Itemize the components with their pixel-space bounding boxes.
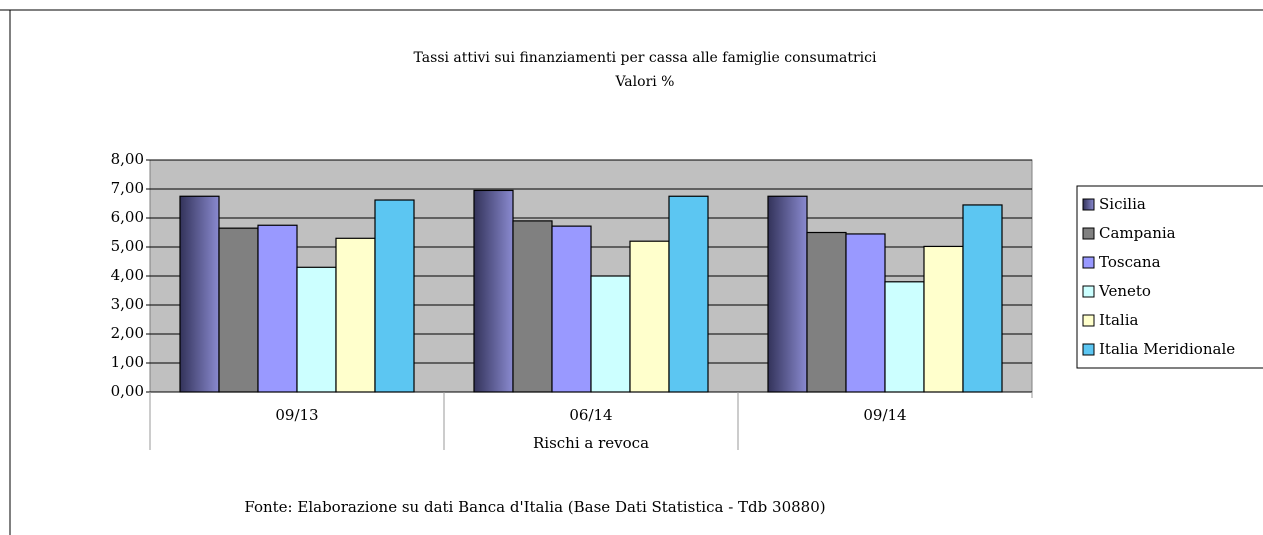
legend-label: Sicilia — [1099, 195, 1146, 213]
legend-label: Veneto — [1098, 282, 1151, 300]
legend-swatch — [1082, 343, 1095, 356]
y-tick-label: 1,00 — [111, 353, 144, 371]
bar — [590, 275, 631, 393]
bar — [218, 227, 259, 393]
bar — [668, 195, 709, 393]
bar — [923, 245, 964, 393]
chart-title: Tassi attivi sui finanziamenti per cassa… — [414, 50, 877, 66]
y-tick-label: 2,00 — [111, 324, 144, 342]
bar — [257, 224, 298, 393]
source-note: Fonte: Elaborazione su dati Banca d'Ital… — [244, 498, 825, 516]
bar — [962, 204, 1003, 393]
x-tick-label: 09/14 — [863, 406, 906, 424]
y-tick-label: 0,00 — [111, 382, 144, 400]
legend-swatch — [1082, 198, 1095, 211]
legend-swatch — [1082, 314, 1095, 327]
legend-swatch — [1082, 227, 1095, 240]
bar — [845, 233, 886, 393]
bar — [473, 189, 514, 393]
bar — [296, 266, 337, 393]
chart-subtitle: Valori % — [614, 74, 674, 90]
legend-swatch — [1082, 285, 1095, 298]
y-tick-label: 6,00 — [111, 208, 144, 226]
y-tick-label: 3,00 — [111, 295, 144, 313]
y-tick-label: 7,00 — [111, 179, 144, 197]
legend-swatch — [1082, 256, 1095, 269]
bar — [179, 195, 220, 393]
x-tick-label: 09/13 — [275, 406, 318, 424]
legend-box — [1076, 185, 1263, 369]
legend-label: Campania — [1099, 224, 1176, 242]
y-tick-label: 8,00 — [111, 150, 144, 168]
bar — [767, 195, 808, 393]
bar — [551, 225, 592, 393]
x-axis-title: Rischi a revoca — [533, 434, 649, 452]
bar — [374, 199, 415, 393]
bar — [884, 281, 925, 393]
y-tick-label: 5,00 — [111, 237, 144, 255]
bar — [512, 220, 553, 393]
legend-label: Italia Meridionale — [1099, 340, 1235, 358]
x-tick-label: 06/14 — [569, 406, 612, 424]
legend-label: Italia — [1099, 311, 1138, 329]
legend-label: Toscana — [1099, 253, 1161, 271]
y-tick-label: 4,00 — [111, 266, 144, 284]
bar — [806, 231, 847, 393]
bar — [335, 237, 376, 393]
bar — [629, 240, 670, 393]
